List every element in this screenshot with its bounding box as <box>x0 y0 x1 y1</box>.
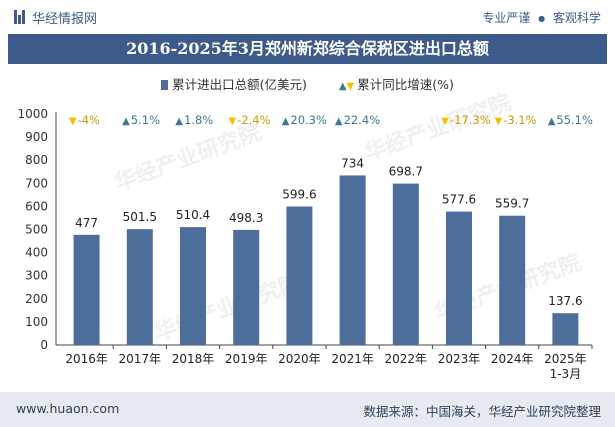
y-tick-label: 100 <box>25 315 48 329</box>
bar <box>286 206 313 345</box>
bar <box>339 175 366 345</box>
bar-value-label: 577.6 <box>442 193 476 207</box>
bar-chart: 0 100 200 300 400 500 600 700 800 900 1000 477 2016年… <box>17 107 593 381</box>
x-tick-label: 2019年 <box>225 352 268 366</box>
growth-label: 1.8% <box>184 113 213 127</box>
x-tick-label: 2025年 <box>544 352 587 366</box>
growth-label: -17.3% <box>450 113 491 127</box>
x-tick-label: 2022年 <box>385 352 428 366</box>
bar-value-label: 698.7 <box>389 165 423 179</box>
x-tick-label: 2016年 <box>65 352 108 366</box>
x-tick-label: 1-3月 <box>550 367 582 381</box>
y-tick-label: 600 <box>25 199 48 213</box>
x-tick-label: 2023年 <box>438 352 481 366</box>
bar-value-label: 510.4 <box>176 208 210 222</box>
bar-value-label: 734 <box>341 156 364 170</box>
y-tick-label: 300 <box>25 269 48 283</box>
legend-bar-swatch <box>161 80 169 90</box>
y-tick-label: 900 <box>25 130 48 144</box>
bar <box>233 229 260 345</box>
bar-value-label: 501.5 <box>123 210 157 224</box>
bar <box>73 234 100 345</box>
bar-value-label: 599.6 <box>282 187 316 201</box>
tagline-left: 专业严谨 <box>482 11 531 25</box>
y-tick-label: 0 <box>40 338 48 352</box>
growth-down-icon: ▼ <box>441 116 449 127</box>
x-tick-label: 2021年 <box>331 352 374 366</box>
y-tick-label: 800 <box>25 153 48 167</box>
tagline-dot: ● <box>538 14 546 23</box>
y-tick-label: 1000 <box>17 107 48 121</box>
growth-label: 55.1% <box>556 113 593 127</box>
growth-up-icon: ▲ <box>335 116 343 127</box>
x-tick-label: 2018年 <box>172 352 215 366</box>
growth-label: -3.1% <box>503 113 536 127</box>
legend-bar-item: 累计进出口总额(亿美元) <box>161 74 307 93</box>
brand-name: 华经情报网 <box>32 12 98 27</box>
growth-down-icon: ▼ <box>228 116 236 127</box>
footer-source: 数据来源：中国海关，华经产业研究院整理 <box>363 404 601 419</box>
growth-label: -4% <box>78 113 100 127</box>
legend-growth-label: 累计同比增速(%) <box>357 77 454 92</box>
bar <box>552 313 579 345</box>
bar-value-label: 559.7 <box>495 197 529 211</box>
growth-up-icon: ▲ <box>175 116 183 127</box>
growth-label: 20.3% <box>290 113 327 127</box>
x-tick-label: 2020年 <box>278 352 321 366</box>
legend-bar-label: 累计进出口总额(亿美元) <box>172 77 307 92</box>
tagline-right: 客观科学 <box>552 11 601 25</box>
legend-growth-item: ▲▼ 累计同比增速(%) <box>339 74 454 93</box>
growth-up-icon: ▲ <box>282 116 290 127</box>
chart-legend: 累计进出口总额(亿美元) ▲▼ 累计同比增速(%) <box>0 74 615 93</box>
growth-down-icon: ▼ <box>494 116 502 127</box>
growth-label: 22.4% <box>344 113 381 127</box>
brand-logo-icon <box>14 10 26 24</box>
y-tick-label: 400 <box>25 246 48 260</box>
bar-value-label: 498.3 <box>229 211 263 225</box>
bar-value-label: 137.6 <box>548 294 582 308</box>
growth-up-icon: ▲ <box>122 116 130 127</box>
bar <box>499 215 526 345</box>
legend-up-triangle-icon: ▲ <box>338 81 347 92</box>
tagline: 专业严谨 ● 客观科学 <box>482 9 601 26</box>
growth-label: 5.1% <box>131 113 160 127</box>
y-tick-label: 200 <box>25 292 48 306</box>
bar <box>180 227 206 345</box>
growth-label: -2.4% <box>237 113 270 127</box>
growth-down-icon: ▼ <box>69 116 77 127</box>
bar <box>446 211 472 345</box>
x-tick-label: 2024年 <box>491 352 534 366</box>
x-tick-label: 2017年 <box>119 352 162 366</box>
y-tick-label: 500 <box>25 223 48 237</box>
footer: www.huaon.com 数据来源：中国海关，华经产业研究院整理 <box>0 392 615 427</box>
top-bar: 华经情报网 专业严谨 ● 客观科学 <box>0 0 615 34</box>
y-tick-label: 700 <box>25 176 48 190</box>
chart-title: 2016-2025年3月郑州新郑综合保税区进出口总额 <box>8 34 607 64</box>
bar <box>126 229 153 345</box>
bar <box>392 183 419 345</box>
footer-site: www.huaon.com <box>16 401 120 416</box>
growth-up-icon: ▲ <box>548 116 556 127</box>
bar-value-label: 477 <box>75 216 98 230</box>
legend-down-triangle-icon: ▼ <box>346 81 355 92</box>
